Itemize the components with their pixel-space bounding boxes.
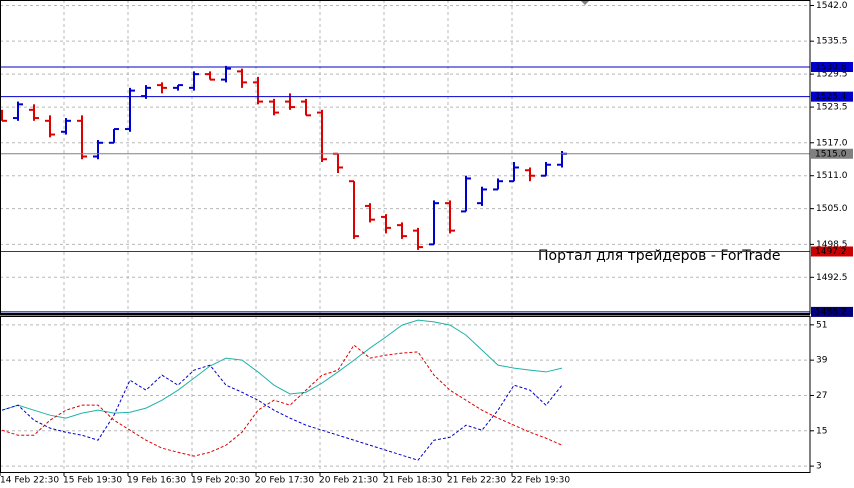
y-tick-label: 1523.5 <box>816 103 848 113</box>
y-tick-label: 1505.0 <box>816 204 848 214</box>
y-tick-label: 1529.5 <box>816 70 848 80</box>
y-tick-label: 1498.5 <box>816 240 848 250</box>
x-tick-label: 19 Feb 20:30 <box>191 476 250 486</box>
level-label: 1486.2 <box>815 307 847 317</box>
y-tick-label: 1511.0 <box>816 171 848 181</box>
level-label-box <box>811 61 853 72</box>
watermark: Портал для трейдеров - ForTrade <box>538 248 781 264</box>
level-label-box <box>811 91 853 102</box>
y-tick-label: 51 <box>816 320 827 330</box>
x-tick-label: 21 Feb 22:30 <box>447 476 506 486</box>
indicator-line <box>1 364 563 461</box>
y-tick-label: 39 <box>816 356 828 366</box>
x-tick-label: 20 Feb 17:30 <box>255 476 314 486</box>
shift-marker <box>580 0 590 5</box>
level-label: 1525.4 <box>815 92 847 102</box>
x-tick-label: 15 Feb 19:30 <box>63 476 122 486</box>
level-label-box <box>811 306 853 317</box>
x-tick-label: 14 Feb 22:30 <box>0 476 59 486</box>
y-tick-label: 3 <box>816 462 822 472</box>
x-tick-label: 19 Feb 16:30 <box>127 476 186 486</box>
pane-frame <box>0 316 811 473</box>
x-tick-label: 20 Feb 21:30 <box>319 476 378 486</box>
indicator-line <box>1 319 563 419</box>
y-tick-label: 27 <box>816 391 827 401</box>
x-tick-label: 21 Feb 18:30 <box>383 476 442 486</box>
y-tick-label: 1535.5 <box>816 37 848 47</box>
level-label-box <box>811 148 853 159</box>
y-tick-label: 1492.5 <box>816 273 848 283</box>
level-label: 1497.2 <box>815 247 847 257</box>
y-tick-label: 15 <box>816 426 827 436</box>
level-label-box <box>811 246 853 257</box>
indicator-line <box>1 344 563 457</box>
level-label: 1530.8 <box>815 62 847 72</box>
x-tick-label: 22 Feb 19:30 <box>511 476 570 486</box>
y-tick-label: 1517.0 <box>816 138 848 148</box>
level-label: 1515.0 <box>815 149 847 159</box>
y-tick-label: 1542.0 <box>816 1 848 11</box>
